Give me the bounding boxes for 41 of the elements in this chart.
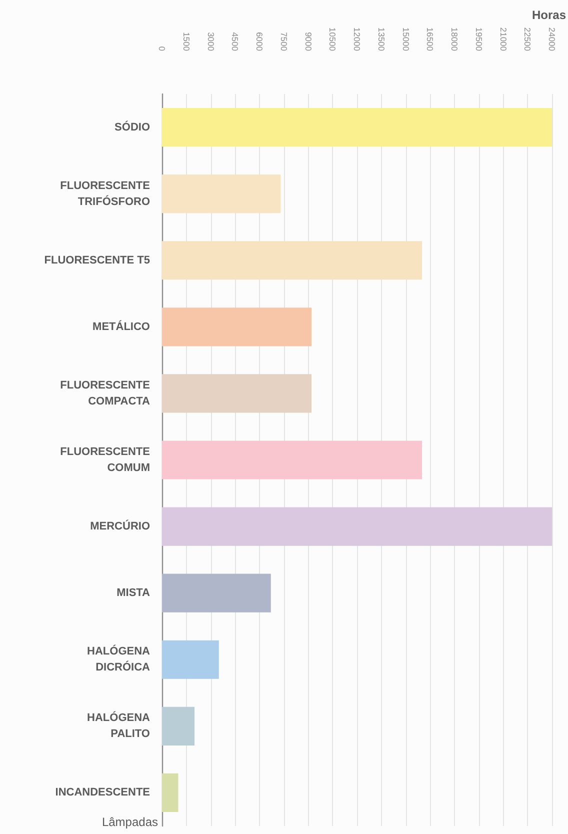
- bar: [162, 241, 422, 280]
- x-tick-label: 10500: [328, 27, 338, 52]
- x-tick-label: 12000: [352, 27, 362, 52]
- x-tick-label: 24000: [547, 27, 557, 52]
- x-tick-label: 15000: [400, 27, 411, 52]
- x-tick-label: 4500: [230, 32, 240, 52]
- bar: [162, 308, 312, 346]
- x-tick-label: 7500: [278, 32, 289, 52]
- x-tick-label: 3000: [206, 32, 216, 52]
- x-tick-label: 22500: [522, 27, 533, 52]
- y-tick-label: FLUORESCENTE T5: [44, 254, 150, 266]
- y-tick-label: FLUORESCENTE COMPACTA: [60, 379, 150, 408]
- x-tick-label: 9000: [303, 32, 314, 52]
- x-tick-label: 6000: [254, 32, 264, 52]
- y-tick-label: INCANDESCENTE: [55, 786, 150, 799]
- x-tick-label: 1500: [181, 32, 192, 52]
- y-tick-label: METÁLICO: [92, 320, 150, 333]
- bar: [162, 108, 552, 147]
- bar: [162, 773, 178, 812]
- x-tick-label: 18000: [450, 27, 460, 52]
- y-tick-label: MERCÚRIO: [90, 520, 150, 533]
- bar: [162, 507, 552, 546]
- x-tick-label: 16500: [425, 27, 436, 52]
- bar: [162, 174, 281, 214]
- bar: [162, 374, 312, 413]
- y-axis-title: Lâmpadas: [102, 815, 158, 829]
- bar: [162, 640, 219, 679]
- y-tick-label: SÓDIO: [114, 120, 150, 134]
- x-tick-label: 19500: [474, 27, 484, 52]
- bar: [162, 574, 271, 612]
- y-tick-label: FLUORESCENTE COMUM: [60, 446, 150, 474]
- y-tick-label: MISTA: [116, 587, 150, 600]
- bar: [162, 440, 422, 480]
- y-tick-label: HALÓGENA PALITO: [87, 711, 150, 740]
- x-tick-label: 13500: [376, 27, 386, 52]
- x-tick-label: 0: [157, 46, 167, 52]
- y-tick-label: FLUORESCENTE TRIFÓSFORO: [60, 180, 150, 208]
- x-axis-title: Horas: [532, 8, 566, 22]
- x-tick-label: 21000: [498, 27, 508, 52]
- y-tick-label: HALÓGENA DICRÓICA: [87, 644, 150, 674]
- bar: [162, 706, 194, 746]
